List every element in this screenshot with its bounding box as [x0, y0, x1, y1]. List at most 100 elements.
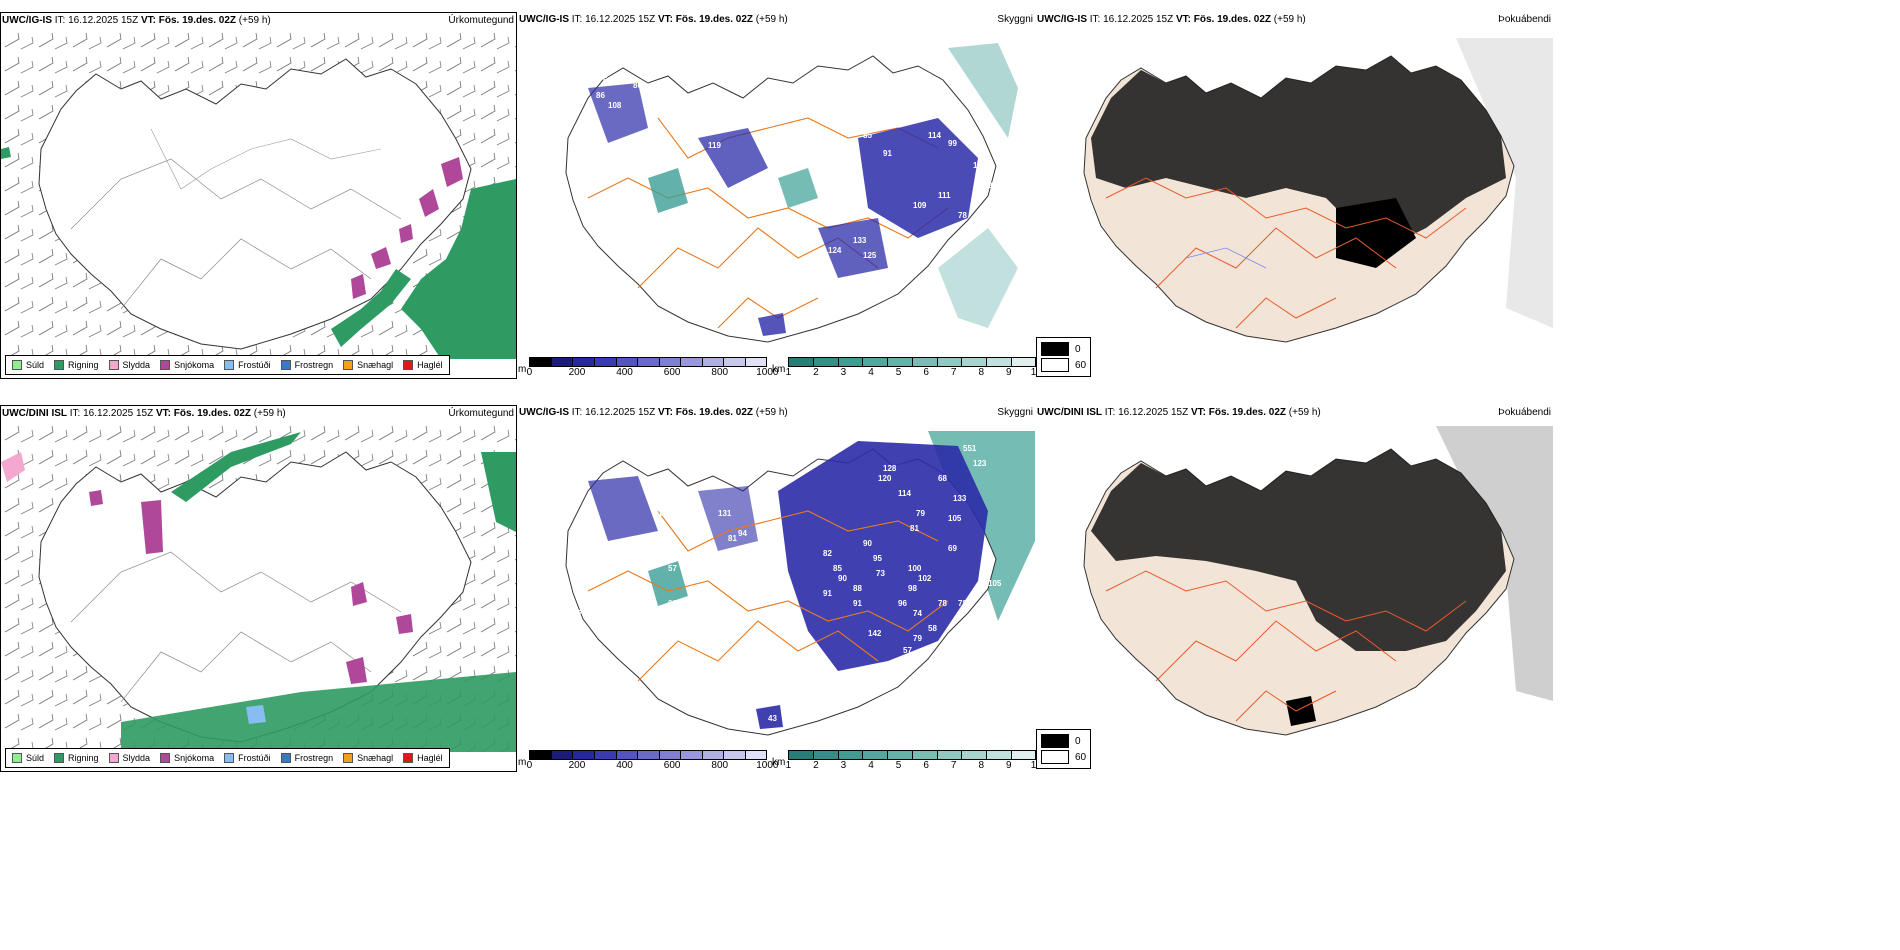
visibility-value-label: 79 [916, 509, 925, 518]
valid-label: VT: [1190, 407, 1206, 418]
colorbar-cell [745, 751, 767, 759]
model-name: UWC/DINI ISL [1037, 407, 1102, 418]
colorbar-tick-label: 1 [785, 760, 792, 771]
colorbar-tick-label: 1 [785, 367, 792, 378]
colorbar-tick-label: 6 [923, 367, 929, 378]
legend-swatch [108, 753, 119, 763]
colorbar-tick-label: 5 [895, 760, 902, 771]
legend-label: Haglél [417, 753, 443, 763]
legend-swatch [12, 360, 22, 370]
colorbar-tick-label: 8 [978, 760, 984, 771]
visibility-value-label: 114 [928, 131, 941, 140]
panel-title: Úrkomutegund [448, 15, 514, 26]
visibility-value-label: 105 [948, 514, 962, 523]
fog-legend-label: 0 [1075, 735, 1081, 747]
colorbar-cell [1011, 358, 1036, 366]
visibility-value-label: 91 [883, 149, 892, 158]
visibility-value-label: 78 [938, 599, 947, 608]
legend-item: Snæhagl [343, 753, 393, 763]
visibility-value-labels: 5511231281201146813310579819095738285901… [578, 444, 1002, 723]
fog-map [1083, 426, 1553, 736]
visibility-value-label: 128 [883, 464, 897, 473]
panel-title: Skyggni [997, 407, 1033, 418]
ceiling-colorbar: m 0 200 400 600 800 1000 [518, 750, 779, 772]
fog-legend-swatch [1041, 734, 1069, 748]
legend-item: Rigning [54, 753, 99, 763]
legend-item: Haglél [403, 360, 443, 370]
visibility-value-label: 108 [608, 101, 622, 110]
visibility-value-label: 78 [958, 211, 967, 220]
colorbar-cells [529, 357, 768, 367]
visibility-value-label: 94 [988, 181, 997, 190]
legend-swatch [160, 360, 171, 370]
colorbar-cell [659, 358, 682, 366]
init-time: IT: 16.12.2025 15Z [69, 408, 154, 419]
visibility-value-label: 43 [768, 714, 777, 723]
lead-time: (+59 h) [1288, 407, 1321, 418]
colorbar-body: 0 200 400 600 800 1000 [527, 357, 778, 379]
colorbar-body: 12345678910 [785, 750, 1042, 772]
visibility-colorbar: km 12345678910 [772, 750, 1042, 772]
visibility-value-label: 101 [718, 116, 732, 125]
visibility-value-label: 111 [938, 191, 951, 200]
road-network [1105, 570, 1467, 722]
colorbar-tick-label: 5 [895, 367, 902, 378]
fog-index-legend: 0 60 [1036, 337, 1092, 377]
visibility-value-label: 90 [863, 539, 872, 548]
colorbar-cell [912, 751, 938, 759]
precip-type-legend: Súld Rigning Slydda Snjókoma Frostúði Fr… [5, 355, 450, 375]
visibility-value-label: 85 [833, 564, 842, 573]
visibility-value-label: 80 [633, 81, 642, 90]
colorbar-cell [573, 751, 595, 759]
visibility-value-label: 74 [913, 609, 922, 618]
fog-index-legend: 0 60 [1036, 729, 1092, 769]
legend-label: Súld [26, 360, 45, 370]
legend-label: Rigning [68, 360, 99, 370]
legend-item: Frostregn [280, 360, 333, 370]
visibility-value-label: 106 [623, 196, 637, 205]
lead-time: (+59 h) [755, 407, 788, 418]
panel-fog-index-igis: UWC/IG-IS IT: 16.12.2025 15Z VT: Fös. 19… [1036, 12, 1553, 379]
visibility-value-label: 85 [863, 131, 872, 140]
valid-time: Fös. 19.des. 02Z [158, 15, 237, 26]
model-name: UWC/IG-IS [519, 407, 569, 418]
colorbar-cell [573, 358, 595, 366]
visibility-value-label: 86 [596, 91, 605, 100]
colorbar-cell [638, 751, 660, 759]
panel-title: Úrkomutegund [448, 408, 514, 419]
panel-visibility-dini: UWC/IG-IS IT: 16.12.2025 15Z VT: Fös. 19… [518, 405, 1042, 772]
precip-map [1, 422, 516, 752]
panel-header: UWC/IG-IS IT: 16.12.2025 15Z VT: Fös. 19… [518, 12, 1035, 28]
model-name: UWC/IG-IS [2, 15, 52, 26]
colorbar-cell [594, 358, 617, 366]
fog-legend-row: 0 [1041, 733, 1086, 749]
legend-label: Haglél [417, 360, 443, 370]
iceland-outline [565, 55, 997, 343]
visibility-value-label: 551 [963, 444, 977, 453]
colorbar-cell [745, 358, 767, 366]
visibility-value-label: 120 [878, 474, 892, 483]
legend-swatch [54, 753, 65, 763]
valid-time: Fös. 19.des. 02Z [675, 407, 754, 418]
visibility-value-label: 66 [668, 599, 677, 608]
visibility-value-label: 39 [863, 286, 872, 295]
colorbar-ticks: 12345678910 [785, 367, 1042, 379]
legend-label: Snæhagl [357, 753, 394, 763]
colorbar-tick-label: 8 [978, 367, 984, 378]
colorbar-ticks: 0 200 400 600 800 1000 [526, 760, 779, 772]
visibility-value-label: 62 [688, 589, 697, 598]
colorbar-tick-label: 4 [868, 760, 874, 771]
colorbar-tick-label: 6 [923, 760, 929, 771]
visibility-value-label: 69 [948, 544, 957, 553]
legend-item: Snjókoma [160, 360, 214, 370]
visibility-value-label: 58 [928, 624, 937, 633]
colorbar-tick-label: 0 [526, 760, 533, 771]
colorbar-cell [789, 751, 815, 759]
legend-label: Rigning [68, 753, 99, 763]
colorbar-cell [638, 358, 660, 366]
legend-item: Súld [12, 360, 44, 370]
colorbar-tick-label: 2 [813, 367, 819, 378]
panel-title: Þokuábendi [1498, 407, 1551, 418]
fog-legend-label: 0 [1075, 343, 1081, 355]
colorbar-cell [551, 751, 574, 759]
